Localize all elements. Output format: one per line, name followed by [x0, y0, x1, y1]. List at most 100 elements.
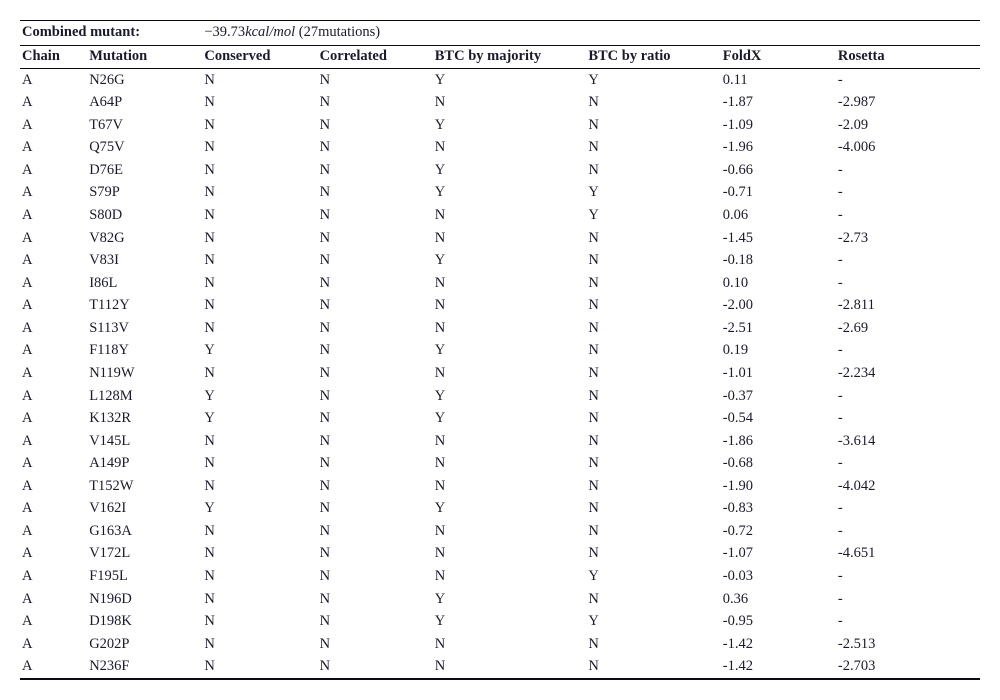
- cell-foldx: -1.01: [721, 362, 836, 385]
- col-chain: Chain: [20, 45, 87, 69]
- caption-value-text: −39.73kcal/mol (27mutations): [204, 24, 380, 40]
- cell-rosetta: -4.042: [836, 475, 980, 498]
- cell-mutation: G163A: [87, 520, 202, 543]
- col-btc-majority: BTC by majority: [433, 45, 587, 69]
- table-row: AN119WNNNN-1.01-2.234: [20, 362, 980, 385]
- cell-btc-majority: N: [433, 205, 587, 228]
- cell-btc-ratio: N: [586, 295, 720, 318]
- cell-chain: A: [20, 385, 87, 408]
- cell-btc-majority: Y: [433, 182, 587, 205]
- cell-conserved: N: [202, 137, 317, 160]
- cell-foldx: -1.42: [721, 656, 836, 680]
- cell-mutation: S79P: [87, 182, 202, 205]
- cell-foldx: -0.03: [721, 566, 836, 589]
- cell-btc-ratio: N: [586, 408, 720, 431]
- cell-rosetta: -2.513: [836, 633, 980, 656]
- cell-btc-ratio: N: [586, 114, 720, 137]
- cell-conserved: N: [202, 205, 317, 228]
- cell-btc-ratio: N: [586, 92, 720, 115]
- cell-mutation: F195L: [87, 566, 202, 589]
- cell-mutation: N196D: [87, 588, 202, 611]
- cell-mutation: F118Y: [87, 340, 202, 363]
- cell-btc-majority: Y: [433, 69, 587, 92]
- cell-rosetta: -2.69: [836, 317, 980, 340]
- cell-chain: A: [20, 656, 87, 680]
- cell-chain: A: [20, 430, 87, 453]
- cell-mutation: T112Y: [87, 295, 202, 318]
- cell-chain: A: [20, 272, 87, 295]
- cell-btc-majority: Y: [433, 498, 587, 521]
- cell-correlated: N: [318, 250, 433, 273]
- cell-foldx: -0.54: [721, 408, 836, 431]
- cell-chain: A: [20, 453, 87, 476]
- cell-rosetta: -: [836, 272, 980, 295]
- cell-rosetta: -: [836, 611, 980, 634]
- table-row: AV145LNNNN-1.86-3.614: [20, 430, 980, 453]
- cell-btc-ratio: N: [586, 453, 720, 476]
- cell-btc-ratio: N: [586, 498, 720, 521]
- caption-label: Combined mutant:: [20, 21, 202, 46]
- cell-mutation: S80D: [87, 205, 202, 228]
- cell-correlated: N: [318, 475, 433, 498]
- cell-btc-ratio: N: [586, 588, 720, 611]
- table-row: AV83INNYN-0.18-: [20, 250, 980, 273]
- caption-label-text: Combined mutant:: [22, 24, 140, 40]
- cell-correlated: N: [318, 92, 433, 115]
- cell-rosetta: -: [836, 205, 980, 228]
- cell-btc-ratio: N: [586, 385, 720, 408]
- cell-mutation: A64P: [87, 92, 202, 115]
- cell-btc-majority: N: [433, 295, 587, 318]
- cell-rosetta: -2.987: [836, 92, 980, 115]
- cell-mutation: D76E: [87, 159, 202, 182]
- table-row: AL128MYNYN-0.37-: [20, 385, 980, 408]
- cell-correlated: N: [318, 408, 433, 431]
- cell-mutation: Q75V: [87, 137, 202, 160]
- cell-foldx: -1.42: [721, 633, 836, 656]
- cell-correlated: N: [318, 272, 433, 295]
- cell-chain: A: [20, 227, 87, 250]
- cell-chain: A: [20, 633, 87, 656]
- cell-chain: A: [20, 543, 87, 566]
- cell-mutation: I86L: [87, 272, 202, 295]
- table-row: AG202PNNNN-1.42-2.513: [20, 633, 980, 656]
- cell-btc-ratio: N: [586, 656, 720, 680]
- cell-conserved: N: [202, 656, 317, 680]
- cell-foldx: -1.87: [721, 92, 836, 115]
- cell-correlated: N: [318, 137, 433, 160]
- cell-rosetta: -2.73: [836, 227, 980, 250]
- cell-mutation: A149P: [87, 453, 202, 476]
- table-row: AA64PNNNN-1.87-2.987: [20, 92, 980, 115]
- table-header-row: Chain Mutation Conserved Correlated BTC …: [20, 45, 980, 69]
- cell-foldx: 0.06: [721, 205, 836, 228]
- cell-chain: A: [20, 317, 87, 340]
- table-caption-row: Combined mutant: −39.73kcal/mol (27mutat…: [20, 21, 980, 46]
- cell-mutation: V162I: [87, 498, 202, 521]
- cell-btc-ratio: N: [586, 362, 720, 385]
- cell-conserved: N: [202, 159, 317, 182]
- cell-chain: A: [20, 362, 87, 385]
- cell-foldx: -0.95: [721, 611, 836, 634]
- cell-rosetta: -4.006: [836, 137, 980, 160]
- cell-rosetta: -: [836, 340, 980, 363]
- cell-foldx: -2.51: [721, 317, 836, 340]
- cell-conserved: N: [202, 69, 317, 92]
- table-row: AT152WNNNN-1.90-4.042: [20, 475, 980, 498]
- cell-foldx: 0.10: [721, 272, 836, 295]
- caption-value: −39.73kcal/mol (27mutations): [202, 21, 980, 46]
- cell-btc-ratio: N: [586, 520, 720, 543]
- cell-foldx: -1.07: [721, 543, 836, 566]
- cell-foldx: 0.11: [721, 69, 836, 92]
- cell-correlated: N: [318, 362, 433, 385]
- cell-btc-majority: N: [433, 317, 587, 340]
- cell-chain: A: [20, 205, 87, 228]
- table-row: AS79PNNYY-0.71-: [20, 182, 980, 205]
- cell-rosetta: -: [836, 69, 980, 92]
- cell-mutation: V172L: [87, 543, 202, 566]
- cell-mutation: V145L: [87, 430, 202, 453]
- cell-conserved: N: [202, 588, 317, 611]
- cell-conserved: N: [202, 475, 317, 498]
- cell-btc-majority: Y: [433, 588, 587, 611]
- cell-rosetta: -: [836, 408, 980, 431]
- cell-btc-majority: N: [433, 543, 587, 566]
- cell-foldx: -1.90: [721, 475, 836, 498]
